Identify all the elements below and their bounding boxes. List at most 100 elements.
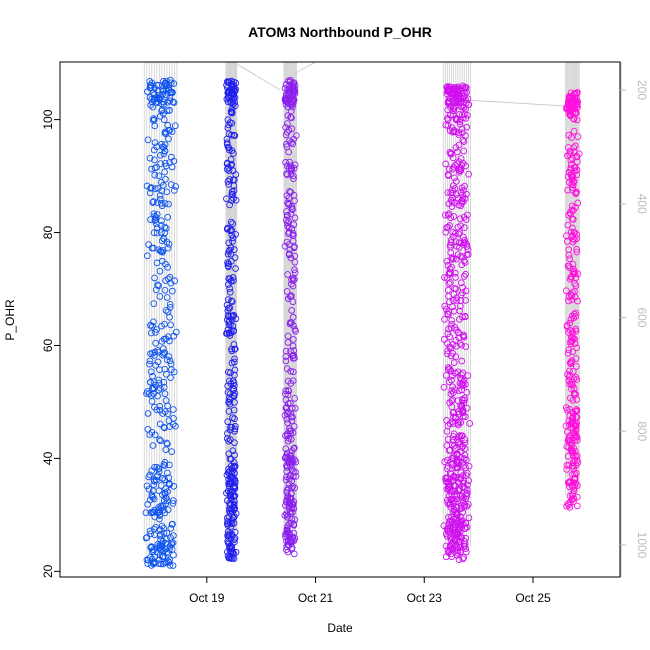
data-point [455, 129, 463, 136]
data-point [443, 224, 451, 232]
data-point [228, 131, 235, 139]
data-point [227, 156, 235, 163]
data-point [224, 389, 232, 396]
data-point [223, 489, 230, 497]
data-point [225, 408, 233, 415]
data-point [287, 427, 295, 435]
data-point [457, 253, 464, 260]
data-point [154, 199, 161, 206]
data-point [162, 277, 169, 284]
data-point [573, 433, 581, 441]
data-point [287, 413, 295, 421]
data-point [571, 293, 579, 301]
x-tick-label: Oct 25 [515, 591, 551, 605]
data-point [283, 212, 291, 219]
data-point [463, 123, 471, 131]
data-point [564, 221, 572, 229]
data-point [163, 91, 170, 99]
data-point [170, 187, 178, 194]
data-point [167, 321, 174, 329]
data-point [573, 248, 581, 256]
data-point [289, 533, 297, 541]
data-point [572, 373, 580, 381]
data-point [167, 76, 174, 84]
data-point [572, 355, 580, 362]
data-point [288, 100, 296, 108]
data-point [446, 111, 454, 119]
data-point [228, 190, 236, 198]
data-point [225, 513, 233, 521]
data-point [446, 95, 453, 102]
data-point [231, 355, 238, 363]
data-point [150, 115, 157, 122]
data-point [568, 161, 575, 168]
data-point [228, 462, 235, 470]
data-point [223, 471, 231, 479]
data-point [449, 383, 456, 391]
y-tick-label: 100 [41, 109, 55, 129]
data-point [230, 536, 238, 543]
data-point [150, 481, 158, 488]
data-point [290, 468, 297, 475]
data-point [570, 127, 578, 135]
data-point [163, 294, 171, 301]
data-point [440, 383, 448, 391]
data-point [172, 328, 180, 336]
data-point [288, 125, 296, 133]
data-point [225, 239, 233, 247]
data-point [228, 119, 236, 127]
data-point [456, 110, 463, 118]
data-point [159, 345, 167, 352]
data-point [284, 494, 292, 502]
data-point [291, 161, 299, 169]
data-point [231, 345, 239, 353]
data-point [231, 102, 239, 110]
data-point [567, 210, 575, 218]
data-point [161, 320, 168, 328]
data-point [286, 158, 293, 166]
data-point [447, 214, 454, 222]
y-tick-label: 40 [41, 451, 55, 465]
data-point [288, 307, 296, 314]
data-point [162, 446, 170, 454]
data-point [154, 358, 162, 366]
data-point [231, 254, 239, 262]
data-point [143, 534, 151, 541]
data-point [454, 421, 462, 429]
data-point [461, 436, 469, 443]
data-point [458, 125, 466, 133]
data-point [159, 90, 167, 98]
data-point [228, 231, 236, 239]
data-point [225, 167, 233, 174]
data-point [149, 103, 157, 111]
data-point [225, 450, 233, 458]
data-point [155, 172, 163, 180]
data-point [461, 224, 468, 231]
data-point [459, 499, 467, 506]
data-point [161, 390, 169, 398]
data-point [563, 322, 571, 329]
data-point [565, 329, 572, 336]
data-point [457, 202, 465, 210]
data-point [162, 260, 169, 268]
data-point [155, 468, 163, 475]
x-tick-label: Oct 23 [407, 591, 443, 605]
data-point [451, 369, 459, 377]
data-point [160, 506, 167, 514]
data-point [445, 378, 453, 386]
data-point [573, 344, 580, 352]
data-point [226, 426, 234, 434]
data-point [571, 447, 579, 455]
data-point [447, 536, 455, 544]
data-point [283, 473, 290, 481]
data-point [289, 368, 297, 376]
data-point [288, 501, 296, 509]
data-point [442, 305, 450, 313]
data-point [566, 112, 574, 120]
data-point [288, 417, 296, 425]
data-point [167, 279, 175, 287]
data-point [570, 420, 578, 428]
data-point [564, 452, 572, 460]
data-point [290, 529, 298, 537]
data-point [572, 109, 579, 117]
